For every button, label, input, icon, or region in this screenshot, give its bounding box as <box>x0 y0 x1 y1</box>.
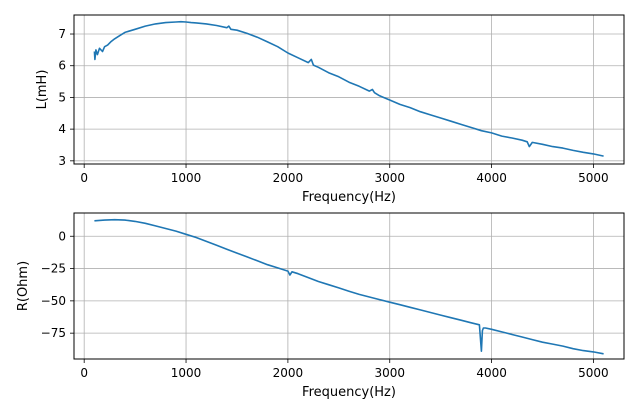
inductance-x-tick-label: 2000 <box>273 171 304 185</box>
resistance-x-tick-label: 1000 <box>171 366 202 380</box>
inductance-y-tick-label: 7 <box>58 27 66 41</box>
inductance-x-tick-label: 1000 <box>171 171 202 185</box>
resistance-plot-frame <box>73 212 625 360</box>
inductance-y-tick-label: 6 <box>58 59 66 73</box>
resistance-series-line <box>94 218 604 355</box>
inductance-y-axis-label: L(mH) <box>35 70 50 110</box>
inductance-x-tick-label: 3000 <box>374 171 405 185</box>
resistance-y-tick-label: −25 <box>41 262 66 276</box>
inductance-x-tick-label: 4000 <box>476 171 507 185</box>
inductance-x-tick-label: 0 <box>80 171 88 185</box>
inductance-y-tick-label: 3 <box>58 154 66 168</box>
resistance-x-tick-label: 3000 <box>374 366 405 380</box>
resistance-y-tick-label: 0 <box>58 229 66 243</box>
inductance-y-tick-label: 5 <box>58 90 66 104</box>
inductance-plot-frame <box>73 14 625 165</box>
inductance-x-tick-label: 5000 <box>578 171 609 185</box>
inductance-y-tick-label: 4 <box>58 122 66 136</box>
inductance-series-line <box>93 20 604 157</box>
resistance-ticks: 0 1000 2000 3000 4000 5000 0 −25 −50 −75 <box>41 229 609 380</box>
resistance-x-tick-label: 0 <box>80 366 88 380</box>
resistance-y-tick-label: −50 <box>41 294 66 308</box>
resistance-x-tick-label: 4000 <box>476 366 507 380</box>
resistance-chart: 0 1000 2000 3000 4000 5000 0 −25 −50 −75 Frequenc… <box>16 212 625 400</box>
resistance-x-tick-label: 2000 <box>273 366 304 380</box>
resistance-x-tick-label: 5000 <box>578 366 609 380</box>
resistance-grid <box>74 213 624 359</box>
resistance-y-tick-label: −75 <box>41 326 66 340</box>
inductance-grid <box>74 15 624 164</box>
inductance-ticks: 0 1000 2000 3000 4000 5000 3 4 5 6 7 <box>58 27 608 185</box>
resistance-x-axis-label: Frequency(Hz) <box>302 385 396 400</box>
inductance-x-axis-label: Frequency(Hz) <box>302 190 396 205</box>
inductance-chart: 0 1000 2000 3000 4000 5000 3 4 5 6 7 Frequency(Hz)… <box>35 14 625 205</box>
resistance-y-axis-label: R(Ohm) <box>16 261 31 311</box>
